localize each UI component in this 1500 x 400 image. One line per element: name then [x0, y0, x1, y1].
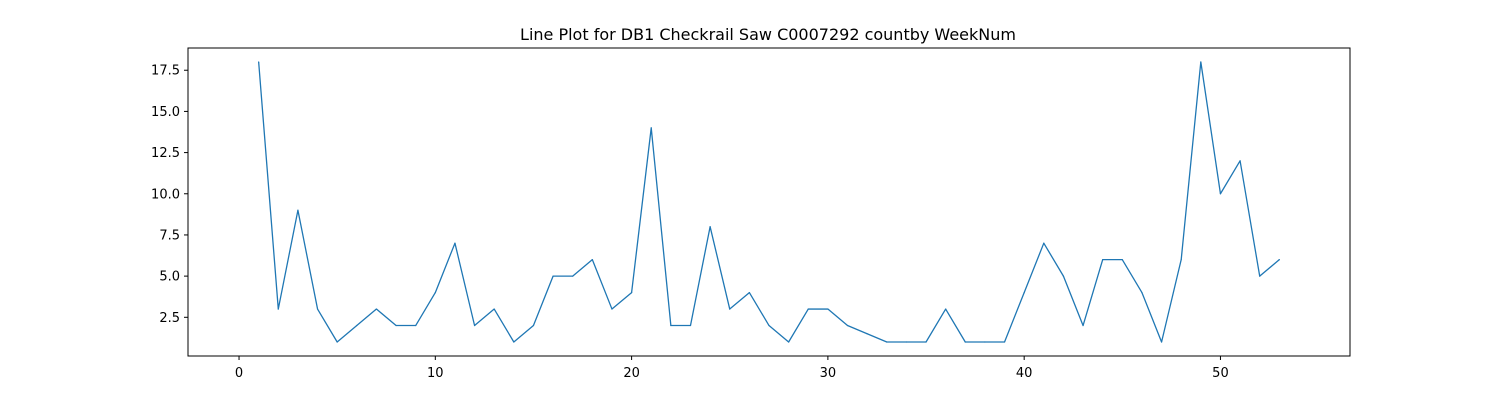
x-tick-label: 10: [427, 366, 444, 381]
y-tick-label: 7.5: [159, 228, 180, 243]
y-tick-label: 17.5: [151, 64, 180, 79]
data-point: [866, 333, 868, 335]
series-line: [258, 61, 1280, 343]
data-point: [356, 324, 358, 327]
data-point: [1082, 324, 1084, 327]
x-tick-label: 40: [1016, 366, 1033, 381]
data-point: [1278, 259, 1280, 261]
data-point: [768, 324, 770, 327]
data-point: [532, 324, 535, 327]
data-point: [513, 341, 515, 343]
data-point: [611, 308, 613, 310]
data-point: [297, 209, 299, 211]
data-point: [1160, 341, 1163, 343]
data-point: [1200, 61, 1202, 63]
data-point: [670, 324, 672, 327]
plot-area-frame: [187, 47, 1351, 357]
data-point: [1043, 242, 1045, 244]
data-point: [493, 308, 495, 310]
data-point: [631, 291, 633, 294]
data-point: [650, 127, 652, 129]
x-tick-label: 30: [820, 366, 837, 381]
data-point: [473, 324, 476, 327]
data-point: [925, 341, 927, 343]
data-point: [886, 341, 888, 343]
data-point: [905, 341, 908, 343]
data-point: [689, 324, 692, 327]
data-point: [434, 291, 436, 294]
y-tick-label: 12.5: [151, 146, 180, 161]
y-tick-label: 15.0: [151, 105, 180, 120]
data-point: [984, 341, 986, 343]
data-point: [454, 242, 456, 244]
x-tick-label: 20: [623, 366, 640, 381]
data-point: [336, 341, 338, 343]
data-point: [1121, 259, 1123, 261]
x-tick-label: 50: [1212, 366, 1229, 381]
data-point: [827, 308, 829, 310]
data-point: [1062, 275, 1065, 277]
data-point: [1180, 259, 1182, 261]
data-point: [1219, 193, 1222, 195]
data-point: [1003, 341, 1006, 343]
y-axis: 2.5 5.0 7.5 10.0 12.5 15.0 17.5: [151, 64, 188, 326]
data-point: [709, 226, 711, 228]
x-axis: 0 10 20 30 40 50: [235, 356, 1229, 381]
data-point: [258, 61, 260, 63]
series-group: [258, 61, 1280, 343]
y-tick-label: 10.0: [151, 187, 180, 202]
data-point: [591, 259, 593, 261]
data-point: [1259, 275, 1261, 277]
data-point: [846, 324, 849, 327]
data-point: [277, 308, 279, 310]
data-point: [375, 308, 378, 310]
data-point: [964, 341, 966, 343]
data-point: [1141, 291, 1143, 294]
data-point: [748, 291, 750, 294]
data-point: [572, 275, 574, 277]
data-point: [552, 275, 554, 277]
x-tick-label: 0: [235, 366, 243, 381]
data-point: [395, 324, 397, 327]
data-point: [1102, 259, 1104, 261]
data-point: [729, 308, 731, 310]
data-point: [788, 341, 790, 343]
data-point: [945, 308, 947, 310]
data-point: [316, 308, 319, 310]
data-point: [1023, 291, 1025, 294]
chart-title: Line Plot for DB1 Checkrail Saw C0007292…: [520, 25, 1016, 44]
data-point: [1239, 160, 1241, 162]
y-tick-label: 2.5: [159, 311, 180, 326]
data-point: [415, 324, 417, 327]
data-point: [807, 308, 809, 310]
y-tick-label: 5.0: [159, 270, 180, 285]
